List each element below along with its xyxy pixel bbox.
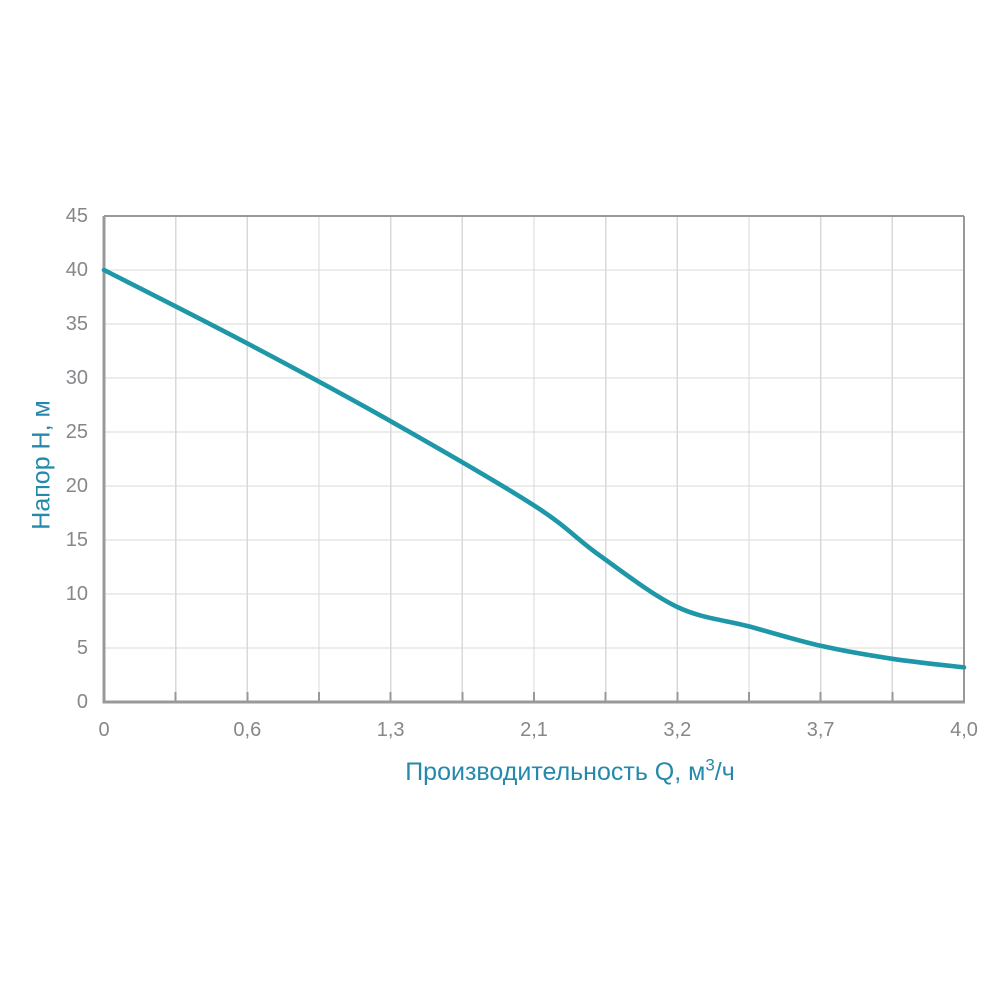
y-tick-label-15: 15 xyxy=(65,529,88,551)
x-axis-tick-marks xyxy=(103,692,965,701)
y-axis-title-text: Напор H, м xyxy=(27,400,56,530)
y-tick-label-25: 25 xyxy=(65,421,88,443)
x-tick-label-0_6: 0,6 xyxy=(233,719,262,741)
y-tick-label-20: 20 xyxy=(65,475,88,497)
x-tick-label-3_7: 3,7 xyxy=(806,719,835,741)
head-flow-curve xyxy=(101,267,967,670)
pump-head-curve-path xyxy=(101,267,967,670)
gridlines xyxy=(104,216,964,702)
x-axis-title-suffix: /ч xyxy=(714,758,735,786)
y-tick-label-5: 5 xyxy=(76,637,88,659)
x-tick-label-4_0: 4,0 xyxy=(950,719,978,741)
plot-border xyxy=(102,214,966,704)
x-tick-label-2_1: 2,1 xyxy=(520,719,548,741)
y-tick-label-45: 45 xyxy=(65,205,88,227)
x-axis-title: Производительность Q, м3/ч xyxy=(405,755,735,787)
x-tick-label-0: 0 xyxy=(98,719,110,741)
y-tick-label-0: 0 xyxy=(76,691,88,713)
x-tick-label-1_3: 1,3 xyxy=(376,719,405,741)
y-tick-label-10: 10 xyxy=(65,583,88,605)
x-tick-label-3_2: 3,2 xyxy=(663,719,692,741)
y-tick-label-30: 30 xyxy=(65,367,88,389)
y-tick-label-40: 40 xyxy=(65,259,88,281)
x-axis-title-superscript: 3 xyxy=(705,755,715,775)
x-axis-title-prefix: Производительность Q, м xyxy=(405,758,706,786)
y-axis-title: Напор H, м xyxy=(28,400,57,529)
y-tick-label-35: 35 xyxy=(65,313,88,335)
